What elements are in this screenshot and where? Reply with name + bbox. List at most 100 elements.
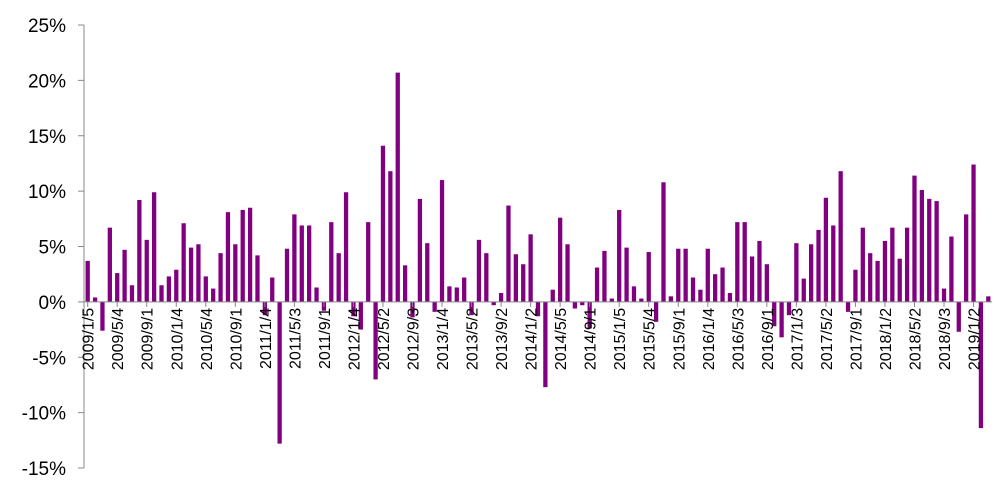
x-tick-label: 2009/1/5 (81, 308, 98, 370)
x-tick-label: 2015/1/5 (612, 308, 629, 370)
bar (749, 256, 755, 302)
bar (653, 301, 659, 322)
bar (624, 247, 629, 302)
bar (690, 277, 696, 302)
bar (307, 225, 312, 302)
bar (801, 278, 806, 302)
x-tick-label: 2015/9/1 (671, 308, 688, 370)
bar (277, 301, 282, 444)
bar (720, 267, 725, 302)
bar (151, 192, 157, 302)
bar (602, 250, 607, 302)
bar (831, 225, 836, 302)
bar (85, 260, 90, 302)
bar (373, 301, 378, 380)
x-tick-label: 2015/5/4 (642, 308, 659, 370)
bar (351, 301, 356, 317)
x-tick-label: 2012/9/3 (406, 308, 423, 370)
x-tick-label: 2014/5/5 (553, 308, 570, 370)
bar (986, 296, 991, 302)
bar (543, 301, 548, 388)
bar (779, 301, 784, 338)
bar (698, 289, 703, 302)
bar (174, 269, 179, 302)
x-tick-label: 2017/5/2 (819, 308, 836, 370)
x-tick-label: 2011/5/3 (287, 308, 304, 369)
bar (181, 223, 186, 302)
bar (816, 229, 821, 302)
bar (838, 171, 843, 302)
bar (572, 301, 578, 309)
x-tick-label: 2018/1/2 (878, 308, 895, 370)
x-tick-label: 2016/1/4 (701, 308, 718, 370)
bar (927, 198, 932, 302)
y-tick-label: 20% (28, 71, 66, 92)
bar (329, 222, 334, 302)
x-tick-label: 2018/9/3 (937, 308, 954, 370)
bar (639, 298, 644, 302)
x-tick-label: 2016/5/3 (730, 308, 747, 370)
bar (284, 248, 290, 302)
bar (558, 217, 563, 302)
bar (528, 234, 533, 302)
bar (425, 243, 430, 302)
y-tick-label: -5% (32, 348, 66, 369)
y-tick-label: -15% (22, 459, 66, 480)
bar (454, 287, 459, 302)
bar (484, 253, 489, 302)
bar (941, 288, 947, 302)
bar (166, 276, 172, 302)
bar (668, 296, 674, 302)
bar (380, 145, 386, 302)
x-tick-label: 2014/9/1 (583, 308, 600, 370)
bar (144, 239, 149, 302)
bar (875, 260, 880, 302)
x-tick-label: 2011/9/1 (317, 308, 334, 369)
bar (218, 253, 223, 302)
bar (949, 236, 954, 302)
bar (978, 301, 984, 429)
bar (366, 222, 371, 302)
bar (247, 207, 253, 302)
x-tick-label: 2018/5/2 (907, 308, 924, 370)
bar (292, 214, 297, 302)
bar (764, 264, 769, 302)
x-tick-label: 2010/9/1 (228, 308, 245, 370)
bar (115, 273, 120, 302)
bar (809, 244, 814, 302)
bar (225, 212, 231, 302)
x-tick-label: 2013/5/2 (465, 308, 482, 370)
bar (956, 301, 961, 332)
bar (233, 244, 238, 302)
x-tick-label: 2010/5/4 (199, 308, 216, 370)
x-tick-label: 2011/1/4 (258, 308, 275, 369)
bar (934, 201, 939, 302)
bar (262, 301, 267, 316)
bar (491, 301, 496, 306)
bar (772, 301, 777, 327)
x-tick-label: 2016/9/1 (760, 308, 777, 370)
bar (823, 197, 829, 302)
y-tick-label: 0% (39, 293, 67, 314)
bar (211, 288, 216, 302)
bar (713, 274, 718, 302)
bar (964, 214, 969, 302)
bar (299, 225, 304, 302)
bar (661, 182, 666, 302)
bar (742, 222, 747, 302)
bar (521, 264, 526, 302)
bar (188, 247, 194, 302)
bar (432, 301, 437, 312)
x-tick-label: 2012/1/4 (346, 308, 363, 370)
x-tick-label: 2017/9/1 (848, 308, 865, 370)
bar (594, 267, 600, 302)
bar (890, 227, 895, 302)
bar (580, 301, 585, 306)
bar (410, 301, 415, 318)
bar (447, 286, 452, 302)
x-tick-label: 2013/9/2 (494, 308, 511, 370)
bar (676, 248, 681, 302)
bar (860, 227, 865, 302)
x-tick-label: 2009/9/1 (140, 308, 157, 370)
